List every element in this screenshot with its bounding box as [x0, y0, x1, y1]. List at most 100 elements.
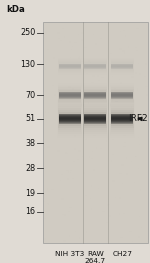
Bar — [53, 57, 55, 59]
Bar — [111, 60, 134, 72]
Bar — [137, 88, 138, 90]
Text: 38: 38 — [25, 139, 35, 148]
Bar — [84, 89, 106, 102]
Bar — [112, 76, 113, 77]
Bar — [57, 98, 82, 140]
Bar — [111, 108, 134, 130]
Bar — [90, 62, 91, 63]
Bar — [117, 144, 118, 145]
Bar — [62, 28, 64, 29]
Bar — [84, 87, 107, 103]
Bar — [59, 114, 81, 115]
Bar — [54, 94, 56, 96]
Text: 51: 51 — [25, 114, 35, 123]
Bar — [111, 117, 133, 118]
Bar — [110, 58, 134, 75]
Bar — [84, 90, 106, 100]
Bar — [110, 134, 111, 135]
Bar — [111, 122, 133, 123]
Bar — [59, 94, 81, 95]
Bar — [57, 55, 82, 78]
Bar — [84, 97, 106, 98]
Bar — [108, 204, 110, 205]
Bar — [84, 68, 106, 69]
Bar — [84, 66, 106, 67]
Bar — [121, 164, 124, 166]
Bar — [84, 117, 106, 118]
Bar — [68, 211, 70, 212]
Text: 70: 70 — [25, 91, 35, 100]
Bar — [71, 49, 72, 50]
Bar — [126, 157, 128, 159]
Bar — [93, 135, 96, 136]
Bar — [79, 237, 80, 239]
Bar — [138, 236, 140, 238]
Text: RAW
264.7: RAW 264.7 — [85, 251, 106, 263]
Bar — [124, 52, 125, 54]
Bar — [80, 64, 82, 66]
Bar — [69, 207, 72, 208]
Bar — [111, 65, 133, 66]
Bar — [59, 116, 81, 117]
Bar — [58, 102, 82, 136]
Bar — [83, 102, 107, 136]
Bar — [84, 93, 106, 94]
Bar — [84, 60, 107, 72]
Bar — [110, 82, 135, 109]
Bar — [57, 56, 82, 77]
Bar — [86, 138, 87, 140]
Bar — [59, 66, 81, 67]
Bar — [128, 46, 129, 48]
Bar — [125, 35, 126, 37]
Bar — [84, 96, 106, 97]
Bar — [111, 94, 133, 95]
Bar — [83, 100, 108, 138]
Bar — [78, 57, 80, 59]
Bar — [59, 92, 81, 93]
Bar — [85, 139, 86, 140]
Bar — [48, 112, 49, 114]
Bar — [85, 111, 88, 112]
Bar — [103, 100, 104, 102]
Bar — [111, 89, 134, 102]
Bar — [58, 61, 81, 71]
Bar — [94, 126, 95, 127]
Bar — [100, 148, 102, 149]
Bar — [115, 115, 116, 117]
Bar — [111, 66, 133, 67]
Bar — [73, 129, 74, 131]
Bar — [59, 63, 81, 64]
Bar — [73, 160, 75, 162]
Bar — [84, 86, 107, 104]
Bar — [115, 197, 116, 198]
Bar — [101, 69, 103, 70]
Bar — [66, 120, 67, 122]
Bar — [82, 156, 83, 157]
Text: kDa: kDa — [6, 6, 25, 14]
Bar — [61, 112, 64, 113]
Bar — [63, 240, 66, 242]
Bar — [84, 47, 87, 48]
Bar — [58, 91, 59, 92]
Bar — [111, 90, 133, 100]
Bar — [84, 119, 106, 120]
Bar — [124, 142, 126, 143]
Bar — [129, 231, 132, 232]
Bar — [57, 82, 82, 109]
Bar — [119, 173, 122, 174]
Bar — [67, 178, 69, 180]
Bar — [126, 173, 128, 175]
Bar — [84, 61, 106, 71]
Bar — [100, 98, 103, 100]
Bar — [84, 121, 106, 122]
Bar — [57, 116, 60, 118]
Bar — [133, 110, 134, 112]
Bar — [106, 204, 109, 206]
Bar — [83, 56, 108, 77]
Bar — [83, 82, 108, 109]
Bar — [111, 154, 114, 155]
Bar — [110, 85, 134, 106]
Bar — [44, 201, 45, 202]
Bar — [84, 64, 106, 65]
Bar — [144, 76, 146, 77]
